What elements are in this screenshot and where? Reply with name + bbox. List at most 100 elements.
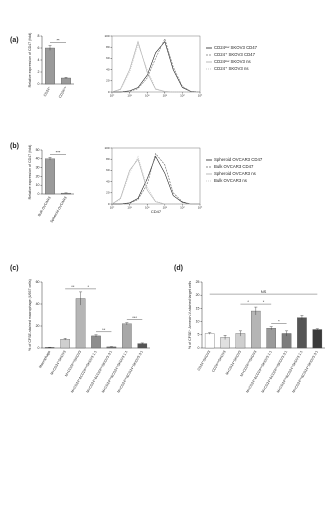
y-tick-label: 20: [36, 324, 40, 328]
y-tick-label: 20: [106, 191, 110, 195]
bar: [45, 158, 55, 195]
y-tick-label: 0: [108, 90, 110, 94]
x-tick-label: Bulk OVCAR3: [37, 196, 52, 217]
y-tick-label: 15: [196, 306, 200, 310]
y-axis-label: % of CFSE-stained macrophage (U937 cells…: [28, 279, 32, 351]
y-tick-label: 20: [106, 79, 110, 83]
y-tick-label: 100: [104, 34, 109, 38]
bar: [297, 317, 307, 349]
x-tick-label: Macrophage: [38, 350, 51, 369]
histogram-curve: [111, 43, 200, 93]
x-tick-label: CD24ˡᵒʷ: [58, 86, 68, 99]
significance-label: **: [102, 327, 106, 332]
panel-label: (d): [174, 265, 183, 272]
bar: [61, 77, 71, 85]
bar: [312, 329, 323, 349]
y-tick-label: 60: [106, 56, 110, 60]
x-tick-label: M+CD24ˡᵒʷSKOV3: [239, 350, 257, 377]
y-tick-label: 20: [196, 293, 200, 297]
y-tick-label: 80: [106, 45, 110, 49]
y-tick-label: 40: [106, 67, 110, 71]
significance-label: NS: [261, 289, 267, 294]
y-tick-label: 0: [38, 82, 40, 86]
y-tick-label: 10: [36, 183, 40, 187]
histogram-curve: [112, 40, 201, 93]
legend-label: CD24ˡᵒʷ SKOV3 ns: [214, 59, 251, 64]
y-tick-label: 80: [106, 157, 110, 161]
significance-label: **: [56, 38, 60, 43]
x-tick-label: M+CD24⁺SKOV3: [225, 350, 242, 376]
y-tick-label: 60: [106, 168, 110, 172]
y-tick-label: 0: [198, 346, 200, 350]
x-tick-label: 10¹: [127, 205, 131, 209]
x-tick-label: 10³: [163, 205, 167, 209]
bar: [91, 335, 101, 349]
y-tick-label: 25: [196, 280, 200, 284]
y-tick-label: 5: [198, 333, 200, 337]
significance-label: *: [263, 299, 265, 304]
bar: [60, 339, 70, 349]
y-axis-label: Relative expression of CD47 (fold): [28, 33, 32, 88]
x-tick-label: 10⁵: [198, 93, 203, 97]
legend-label: CD24ˡᵒʷ SKOV3 CD47: [214, 45, 258, 50]
y-tick-label: 4: [38, 58, 40, 62]
legend-label: Spheroid OVCAR3 ns: [214, 171, 256, 176]
legend-label: Spheroid OVCAR3 CD47: [214, 157, 263, 162]
y-tick-label: 40: [36, 157, 40, 161]
histogram-curve: [112, 152, 200, 205]
significance-label: *: [88, 284, 90, 289]
y-tick-label: 100: [104, 146, 109, 150]
y-tick-label: 0: [38, 346, 40, 350]
bar: [75, 298, 86, 349]
significance-label: **: [71, 284, 75, 289]
y-tick-label: 50: [36, 148, 40, 152]
x-tick-label: 10²: [145, 93, 149, 97]
x-tick-label: 10⁴: [180, 205, 185, 209]
y-tick-label: 6: [38, 46, 40, 50]
legend-label: Bulk OVCAR3 ns: [214, 178, 247, 183]
x-axis-label: CD47: [151, 209, 162, 214]
bar: [204, 333, 215, 349]
x-tick-label: CD24⁺: [43, 86, 52, 97]
x-tick-label: 10¹: [127, 93, 131, 97]
x-tick-label: 10³: [163, 93, 167, 97]
x-tick-label: 10⁰: [110, 205, 115, 209]
significance-label: ***: [56, 150, 61, 155]
y-tick-label: 40: [36, 302, 40, 306]
x-tick-label: 10⁰: [110, 93, 115, 97]
plot-frame: [111, 147, 201, 205]
y-tick-label: 0: [108, 202, 110, 206]
significance-label: *: [247, 299, 249, 304]
bar: [122, 323, 132, 349]
x-tick-label: Spheroid OVCAR3: [50, 196, 68, 223]
histogram-curve: [112, 37, 201, 93]
histogram-curve: [111, 155, 200, 205]
legend-label: Bulk OVCAR3 CD47: [214, 164, 254, 169]
significance-label: ***: [132, 315, 137, 320]
bar: [251, 310, 261, 349]
y-tick-label: 30: [36, 166, 40, 170]
bar: [266, 328, 276, 349]
x-tick-label: CD24⁺SKOV3: [197, 350, 212, 372]
y-tick-label: 20: [36, 174, 40, 178]
plot-frame: [111, 35, 201, 93]
histogram-curve: [112, 155, 200, 205]
x-tick-label: 10⁴: [180, 93, 185, 97]
y-axis-label: % of CFSE⁺ Annexin-V-stained target cell…: [188, 281, 192, 349]
y-axis-label: Relative expression of CD47 (fold): [28, 145, 32, 200]
panel-label: (c): [10, 265, 19, 272]
legend-label: CD24⁺ SKOV3 ns: [214, 66, 249, 71]
bar: [45, 47, 55, 85]
panel-label: (a): [10, 37, 19, 44]
y-tick-label: 40: [106, 179, 110, 183]
y-tick-label: 60: [36, 280, 40, 284]
x-tick-label: M+CD24⁺SKOV3: [50, 350, 67, 376]
x-tick-label: 10²: [145, 205, 149, 209]
histogram-curve: [111, 158, 200, 205]
x-tick-label: CD24ˡᵒʷSKOV3: [211, 350, 227, 373]
y-tick-label: 10: [196, 320, 200, 324]
x-tick-label: M+CD24ˡᵒʷSKOV3: [64, 350, 82, 377]
legend-label: CD24⁺ SKOV3 CD47: [214, 52, 256, 57]
panel-label: (b): [10, 143, 19, 150]
x-tick-label: 10⁵: [198, 205, 203, 209]
